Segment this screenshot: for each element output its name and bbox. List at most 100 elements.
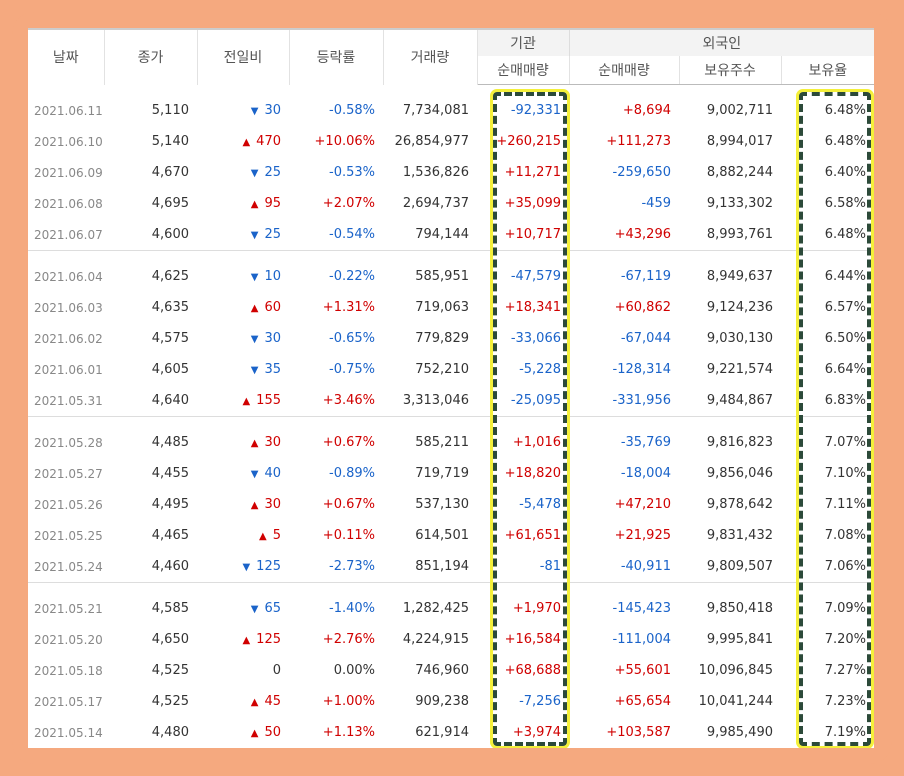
- foreign-ratio-cell: 7.19%: [824, 725, 867, 740]
- table-row[interactable]: 2021.06.09 4,670 25 -0.53% 1,536,826 +11,271 -…: [28, 157, 874, 188]
- foreign-shares-cell: 9,878,642: [706, 497, 773, 512]
- change-cell: 5: [197, 520, 289, 551]
- institution-net-cell: -47,579: [510, 269, 561, 284]
- institution-net-cell: -5,228: [519, 362, 561, 377]
- foreign-shares-cell: 8,993,761: [706, 227, 773, 242]
- table-row[interactable]: 2021.05.20 4,650 125 +2.76% 4,224,915 +16,584…: [28, 624, 874, 655]
- date-cell: 2021.06.11: [34, 103, 103, 118]
- rate-cell: +0.67%: [322, 435, 375, 450]
- header-institution: 기관: [476, 28, 569, 56]
- date-cell: 2021.05.26: [34, 497, 103, 512]
- close-cell: 4,695: [151, 196, 189, 211]
- table-row[interactable]: 2021.06.10 5,140 470 +10.06% 26,854,977 +260,…: [28, 126, 874, 157]
- table-row[interactable]: 2021.06.02 4,575 30 -0.65% 779,829 -33,066 -67…: [28, 323, 874, 354]
- table-row[interactable]: 2021.05.28 4,485 30 +0.67% 585,211 +1,016 -35,…: [28, 427, 874, 458]
- group-separator: [28, 85, 874, 96]
- volume-cell: 719,719: [415, 466, 469, 481]
- foreign-ratio-cell: 6.83%: [824, 393, 867, 408]
- table-row[interactable]: 2021.05.17 4,525 45 +1.00% 909,238 -7,256 +65,…: [28, 686, 874, 717]
- header-foreign-shares[interactable]: 보유주수: [678, 56, 781, 85]
- rate-cell: +10.06%: [314, 134, 375, 149]
- table-row[interactable]: 2021.05.21 4,585 65 -1.40% 1,282,425 +1,970 -1…: [28, 593, 874, 624]
- foreign-net-cell: -18,004: [620, 466, 671, 481]
- change-cell: 30: [197, 95, 289, 126]
- foreign-net-cell: +47,210: [614, 497, 671, 512]
- change-cell: 125: [197, 624, 289, 655]
- foreign-ratio-cell: 6.64%: [824, 362, 867, 377]
- change-cell: 60: [197, 292, 289, 323]
- change-cell: 35: [197, 354, 289, 385]
- close-cell: 4,575: [151, 331, 189, 346]
- volume-cell: 779,829: [415, 331, 469, 346]
- table-row[interactable]: 2021.05.31 4,640 155 +3.46% 3,313,046 -25,095…: [28, 385, 874, 417]
- table-row[interactable]: 2021.05.27 4,455 40 -0.89% 719,719 +18,820 -18…: [28, 458, 874, 489]
- date-cell: 2021.05.24: [34, 559, 103, 574]
- foreign-ratio-cell: 7.07%: [824, 435, 867, 450]
- table-row[interactable]: 2021.05.18 4,525 0 0.00% 746,960 +68,688 +55,6…: [28, 655, 874, 686]
- volume-cell: 752,210: [415, 362, 469, 377]
- foreign-ratio-cell: 6.48%: [824, 134, 867, 149]
- close-cell: 4,525: [151, 663, 189, 678]
- header-date[interactable]: 날짜: [28, 28, 105, 85]
- table-body: 2021.06.11 5,110 30 -0.58% 7,734,081 -92,331 +…: [28, 85, 874, 749]
- rate-cell: +1.13%: [322, 725, 375, 740]
- date-cell: 2021.06.04: [34, 269, 103, 284]
- volume-cell: 4,224,915: [402, 632, 469, 647]
- close-cell: 4,465: [151, 528, 189, 543]
- header-institution-net[interactable]: 순매매량: [476, 56, 569, 85]
- header-change[interactable]: 전일비: [197, 28, 290, 85]
- table-row[interactable]: 2021.06.11 5,110 30 -0.58% 7,734,081 -92,331 +…: [28, 95, 874, 126]
- close-cell: 4,495: [151, 497, 189, 512]
- header-rate[interactable]: 등락률: [289, 28, 384, 85]
- change-cell: 0: [272, 663, 281, 678]
- header-foreign-net[interactable]: 순매매량: [568, 56, 679, 85]
- institution-net-cell: +1,016: [512, 435, 561, 450]
- table-row[interactable]: 2021.05.26 4,495 30 +0.67% 537,130 -5,478 +47,…: [28, 489, 874, 520]
- change-cell: 30: [197, 427, 289, 458]
- foreign-net-cell: -111,004: [612, 632, 671, 647]
- table-row[interactable]: 2021.06.04 4,625 10 -0.22% 585,951 -47,579 -67…: [28, 261, 874, 292]
- volume-cell: 909,238: [415, 694, 469, 709]
- table-row[interactable]: 2021.05.14 4,480 50 +1.13% 621,914 +3,974 +103…: [28, 717, 874, 748]
- table-row[interactable]: 2021.06.03 4,635 60 +1.31% 719,063 +18,341 +60…: [28, 292, 874, 323]
- group-separator: [28, 250, 874, 261]
- close-cell: 4,600: [151, 227, 189, 242]
- header-close[interactable]: 종가: [104, 28, 198, 85]
- date-cell: 2021.06.02: [34, 331, 103, 346]
- change-cell: 95: [197, 188, 289, 219]
- institution-net-cell: +35,099: [504, 196, 561, 211]
- foreign-shares-cell: 8,994,017: [706, 134, 773, 149]
- change-cell: 155: [197, 385, 289, 417]
- foreign-net-cell: -40,911: [620, 559, 671, 574]
- institution-net-cell: +1,970: [512, 601, 561, 616]
- rate-cell: -0.22%: [329, 269, 375, 284]
- foreign-ratio-cell: 6.57%: [824, 300, 867, 315]
- date-cell: 2021.05.31: [34, 393, 103, 408]
- volume-cell: 851,194: [415, 559, 469, 574]
- table-row[interactable]: 2021.05.25 4,465 5 +0.11% 614,501 +61,651 +21,…: [28, 520, 874, 551]
- change-cell: 50: [197, 717, 289, 748]
- table-row[interactable]: 2021.06.01 4,605 35 -0.75% 752,210 -5,228 -128…: [28, 354, 874, 385]
- rate-cell: -0.54%: [329, 227, 375, 242]
- date-cell: 2021.05.21: [34, 601, 103, 616]
- table-row[interactable]: 2021.06.08 4,695 95 +2.07% 2,694,737 +35,099 -…: [28, 188, 874, 219]
- change-cell: 25: [197, 219, 289, 251]
- change-cell: 40: [197, 458, 289, 489]
- close-cell: 4,585: [151, 601, 189, 616]
- foreign-ratio-cell: 6.50%: [824, 331, 867, 346]
- volume-cell: 614,501: [415, 528, 469, 543]
- institution-net-cell: +18,820: [504, 466, 561, 481]
- rate-cell: +1.00%: [322, 694, 375, 709]
- foreign-ratio-cell: 6.48%: [824, 103, 867, 118]
- volume-cell: 794,144: [415, 227, 469, 242]
- group-separator: [28, 416, 874, 427]
- table-row[interactable]: 2021.05.24 4,460 125 -2.73% 851,194 -81 -40,91…: [28, 551, 874, 583]
- foreign-ratio-cell: 6.58%: [824, 196, 867, 211]
- foreign-net-cell: +8,694: [622, 103, 671, 118]
- foreign-shares-cell: 9,856,046: [706, 466, 773, 481]
- table-row[interactable]: 2021.06.07 4,600 25 -0.54% 794,144 +10,717 +43…: [28, 219, 874, 251]
- header-foreign-ratio[interactable]: 보유율: [780, 56, 874, 85]
- rate-cell: -1.40%: [329, 601, 375, 616]
- institution-net-cell: +16,584: [504, 632, 561, 647]
- header-volume[interactable]: 거래량: [383, 28, 478, 85]
